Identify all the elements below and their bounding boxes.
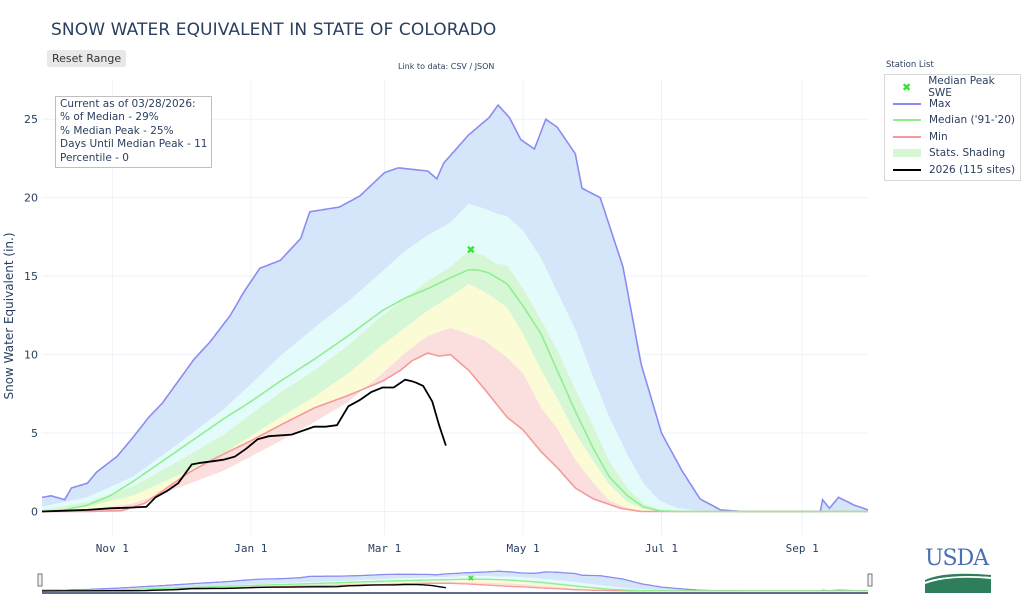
data-links: Link to data: CSV / JSON: [398, 62, 494, 71]
link-separator: /: [466, 62, 475, 71]
page-title: SNOW WATER EQUIVALENT IN STATE OF COLORA…: [51, 20, 497, 40]
usda-field-icon: [924, 573, 992, 593]
y-axis-label: Snow Water Equivalent (in.): [2, 232, 16, 399]
slider-right-handle[interactable]: [867, 573, 873, 587]
median-peak-marker: ✖: [466, 243, 475, 256]
stat-bands: [42, 105, 868, 512]
legend-item-median-peak[interactable]: ✖ Median Peak SWE: [885, 75, 1020, 99]
axes: 0 5 10 15 20 25 Nov 1 Jan 1 Mar 1 May 1 Jul 1 Sep 1: [24, 113, 819, 555]
range-slider[interactable]: ✖: [37, 570, 873, 594]
x-tick-label: Nov 1: [96, 542, 129, 555]
x-tick-label: Jan 1: [234, 542, 267, 555]
line-swatch-icon: [893, 135, 921, 138]
legend-label: Median Peak SWE: [928, 75, 995, 100]
x-tick-label: Mar 1: [368, 542, 401, 555]
link-prefix: Link to data:: [398, 62, 451, 71]
days-until-peak-line: Days Until Median Peak - 11: [60, 138, 208, 151]
legend-label: Stats. Shading: [929, 147, 1006, 160]
y-tick-label: 20: [24, 192, 38, 205]
slider-left-handle[interactable]: [37, 573, 43, 587]
legend-label: Median ('91-'20): [929, 114, 1016, 127]
band-70-50: [42, 251, 868, 512]
series-lines: [41, 103, 869, 513]
markers: ✖: [466, 243, 475, 256]
legend-label: 2026 (115 sites): [929, 163, 1016, 176]
percentile-line: Percentile - 0: [60, 151, 129, 164]
x-tick-label: May 1: [507, 542, 540, 555]
x-tick-label: Sep 1: [786, 542, 819, 555]
legend-item-max[interactable]: Max: [885, 96, 1020, 113]
y-tick-label: 15: [24, 270, 38, 283]
slider-band-70: [42, 578, 868, 591]
legend-label: Max: [929, 97, 951, 110]
y-tick-label: 0: [31, 505, 38, 518]
line-swatch-icon: [893, 168, 921, 171]
legend-item-median[interactable]: Median ('91-'20): [885, 112, 1020, 129]
slider-current-line: [41, 583, 447, 592]
current-date-line: Current as of 03/28/2026:: [60, 98, 196, 110]
median-line: [41, 269, 868, 513]
y-tick-label: 10: [24, 349, 38, 362]
shade-swatch-icon: [893, 149, 921, 158]
legend: ✖ Median Peak SWE Max Median ('91-'20) M…: [884, 74, 1021, 181]
band-90-70: [42, 203, 868, 512]
slider-band-max: [42, 571, 868, 591]
x-marker-icon: ✖: [901, 80, 912, 94]
reset-range-button[interactable]: Reset Range: [47, 50, 127, 67]
y-tick-label: 25: [24, 113, 38, 126]
json-link[interactable]: JSON: [474, 62, 495, 71]
legend-item-min[interactable]: Min: [885, 129, 1020, 146]
current-year-line: [41, 378, 447, 513]
pct-median-line: % of Median - 29%: [60, 111, 159, 124]
max-line: [41, 103, 869, 513]
legend-title: Station List: [886, 60, 934, 70]
line-swatch-icon: [893, 102, 921, 105]
usda-logo-text: USDA: [925, 546, 989, 571]
pct-median-peak-line: % Median Peak - 25%: [60, 124, 174, 137]
legend-label: Min: [929, 130, 948, 143]
slider-median-line: [42, 578, 868, 592]
slider-median-peak-marker: ✖: [468, 574, 475, 583]
legend-item-2026[interactable]: 2026 (115 sites): [885, 162, 1020, 179]
legend-item-stats-shading[interactable]: Stats. Shading: [885, 145, 1020, 162]
current-stats-box: Current as of 03/28/2026: % of Median - …: [55, 96, 213, 169]
band-max-90: [42, 105, 868, 512]
y-tick-label: 5: [31, 427, 38, 440]
usda-logo: USDA: [924, 546, 992, 597]
x-tick-label: Jul 1: [645, 542, 678, 555]
line-swatch-icon: [893, 119, 921, 122]
csv-link[interactable]: CSV: [450, 62, 467, 71]
